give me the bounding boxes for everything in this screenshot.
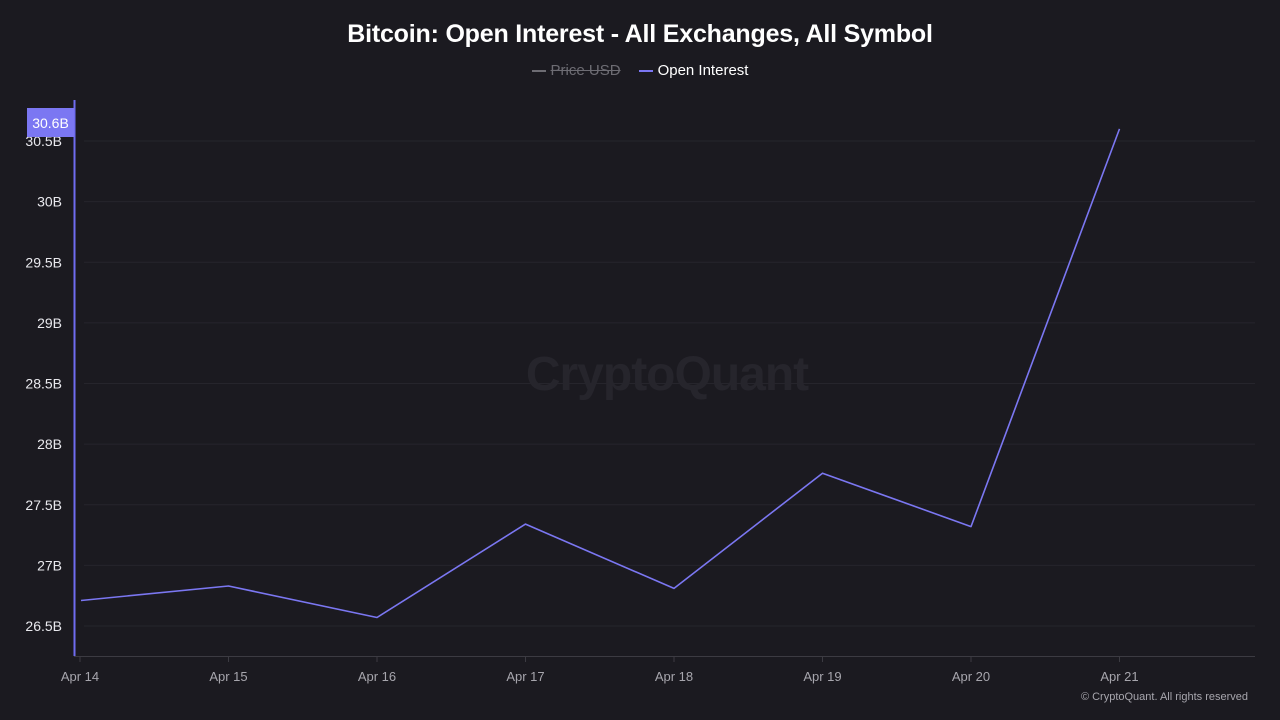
y-tick-label: 26.5B	[25, 618, 62, 634]
y-tick-label: 28B	[37, 436, 62, 452]
y-tick-label: 29.5B	[25, 254, 62, 270]
legend-line-icon	[638, 69, 653, 72]
chart-title: Bitcoin: Open Interest - All Exchanges, …	[347, 20, 933, 48]
y-tick-label: 30.5B	[25, 133, 62, 149]
copyright-notice: © CryptoQuant. All rights reserved	[1080, 691, 1248, 703]
legend-line-icon	[531, 69, 546, 72]
x-tick-label: Apr 19	[803, 669, 841, 684]
chart-legend: Price USD Open Interest	[0, 62, 1280, 79]
x-tick-label: Apr 14	[61, 669, 99, 684]
last-value-marker: 30.6B	[27, 108, 74, 137]
x-tick-label: Apr 18	[655, 669, 693, 684]
y-tick-label: 27B	[37, 557, 62, 573]
grid-lines	[84, 140, 1255, 627]
y-tick-label: 28.5B	[25, 376, 62, 392]
y-tick-label: 27.5B	[25, 497, 62, 513]
y-tick-label: 29B	[37, 315, 62, 331]
legend-item-price-usd[interactable]: Price USD	[531, 62, 621, 79]
legend-label: Price USD	[550, 62, 621, 79]
y-axis-ticks: 26.5B 27B 27.5B 28B 28.5B 29B 29.5B 30B 30.5B	[25, 133, 62, 634]
x-tick-label: Apr 21	[1100, 669, 1138, 684]
legend-label: Open Interest	[657, 62, 749, 79]
x-tick-label: Apr 17	[506, 669, 544, 684]
y-tick-label: 30B	[37, 194, 62, 210]
x-tick-label: Apr 16	[358, 669, 396, 684]
legend-item-open-interest[interactable]: Open Interest	[638, 62, 749, 79]
x-tick-label: Apr 20	[952, 669, 990, 684]
watermark: CryptoQuant	[526, 348, 809, 401]
open-interest-line[interactable]	[80, 128, 1121, 619]
x-tick-label: Apr 15	[209, 669, 247, 684]
x-axis-ticks: Apr 14 Apr 15 Apr 16 Apr 17 Apr 18 Apr 19 Apr …	[61, 656, 1139, 684]
